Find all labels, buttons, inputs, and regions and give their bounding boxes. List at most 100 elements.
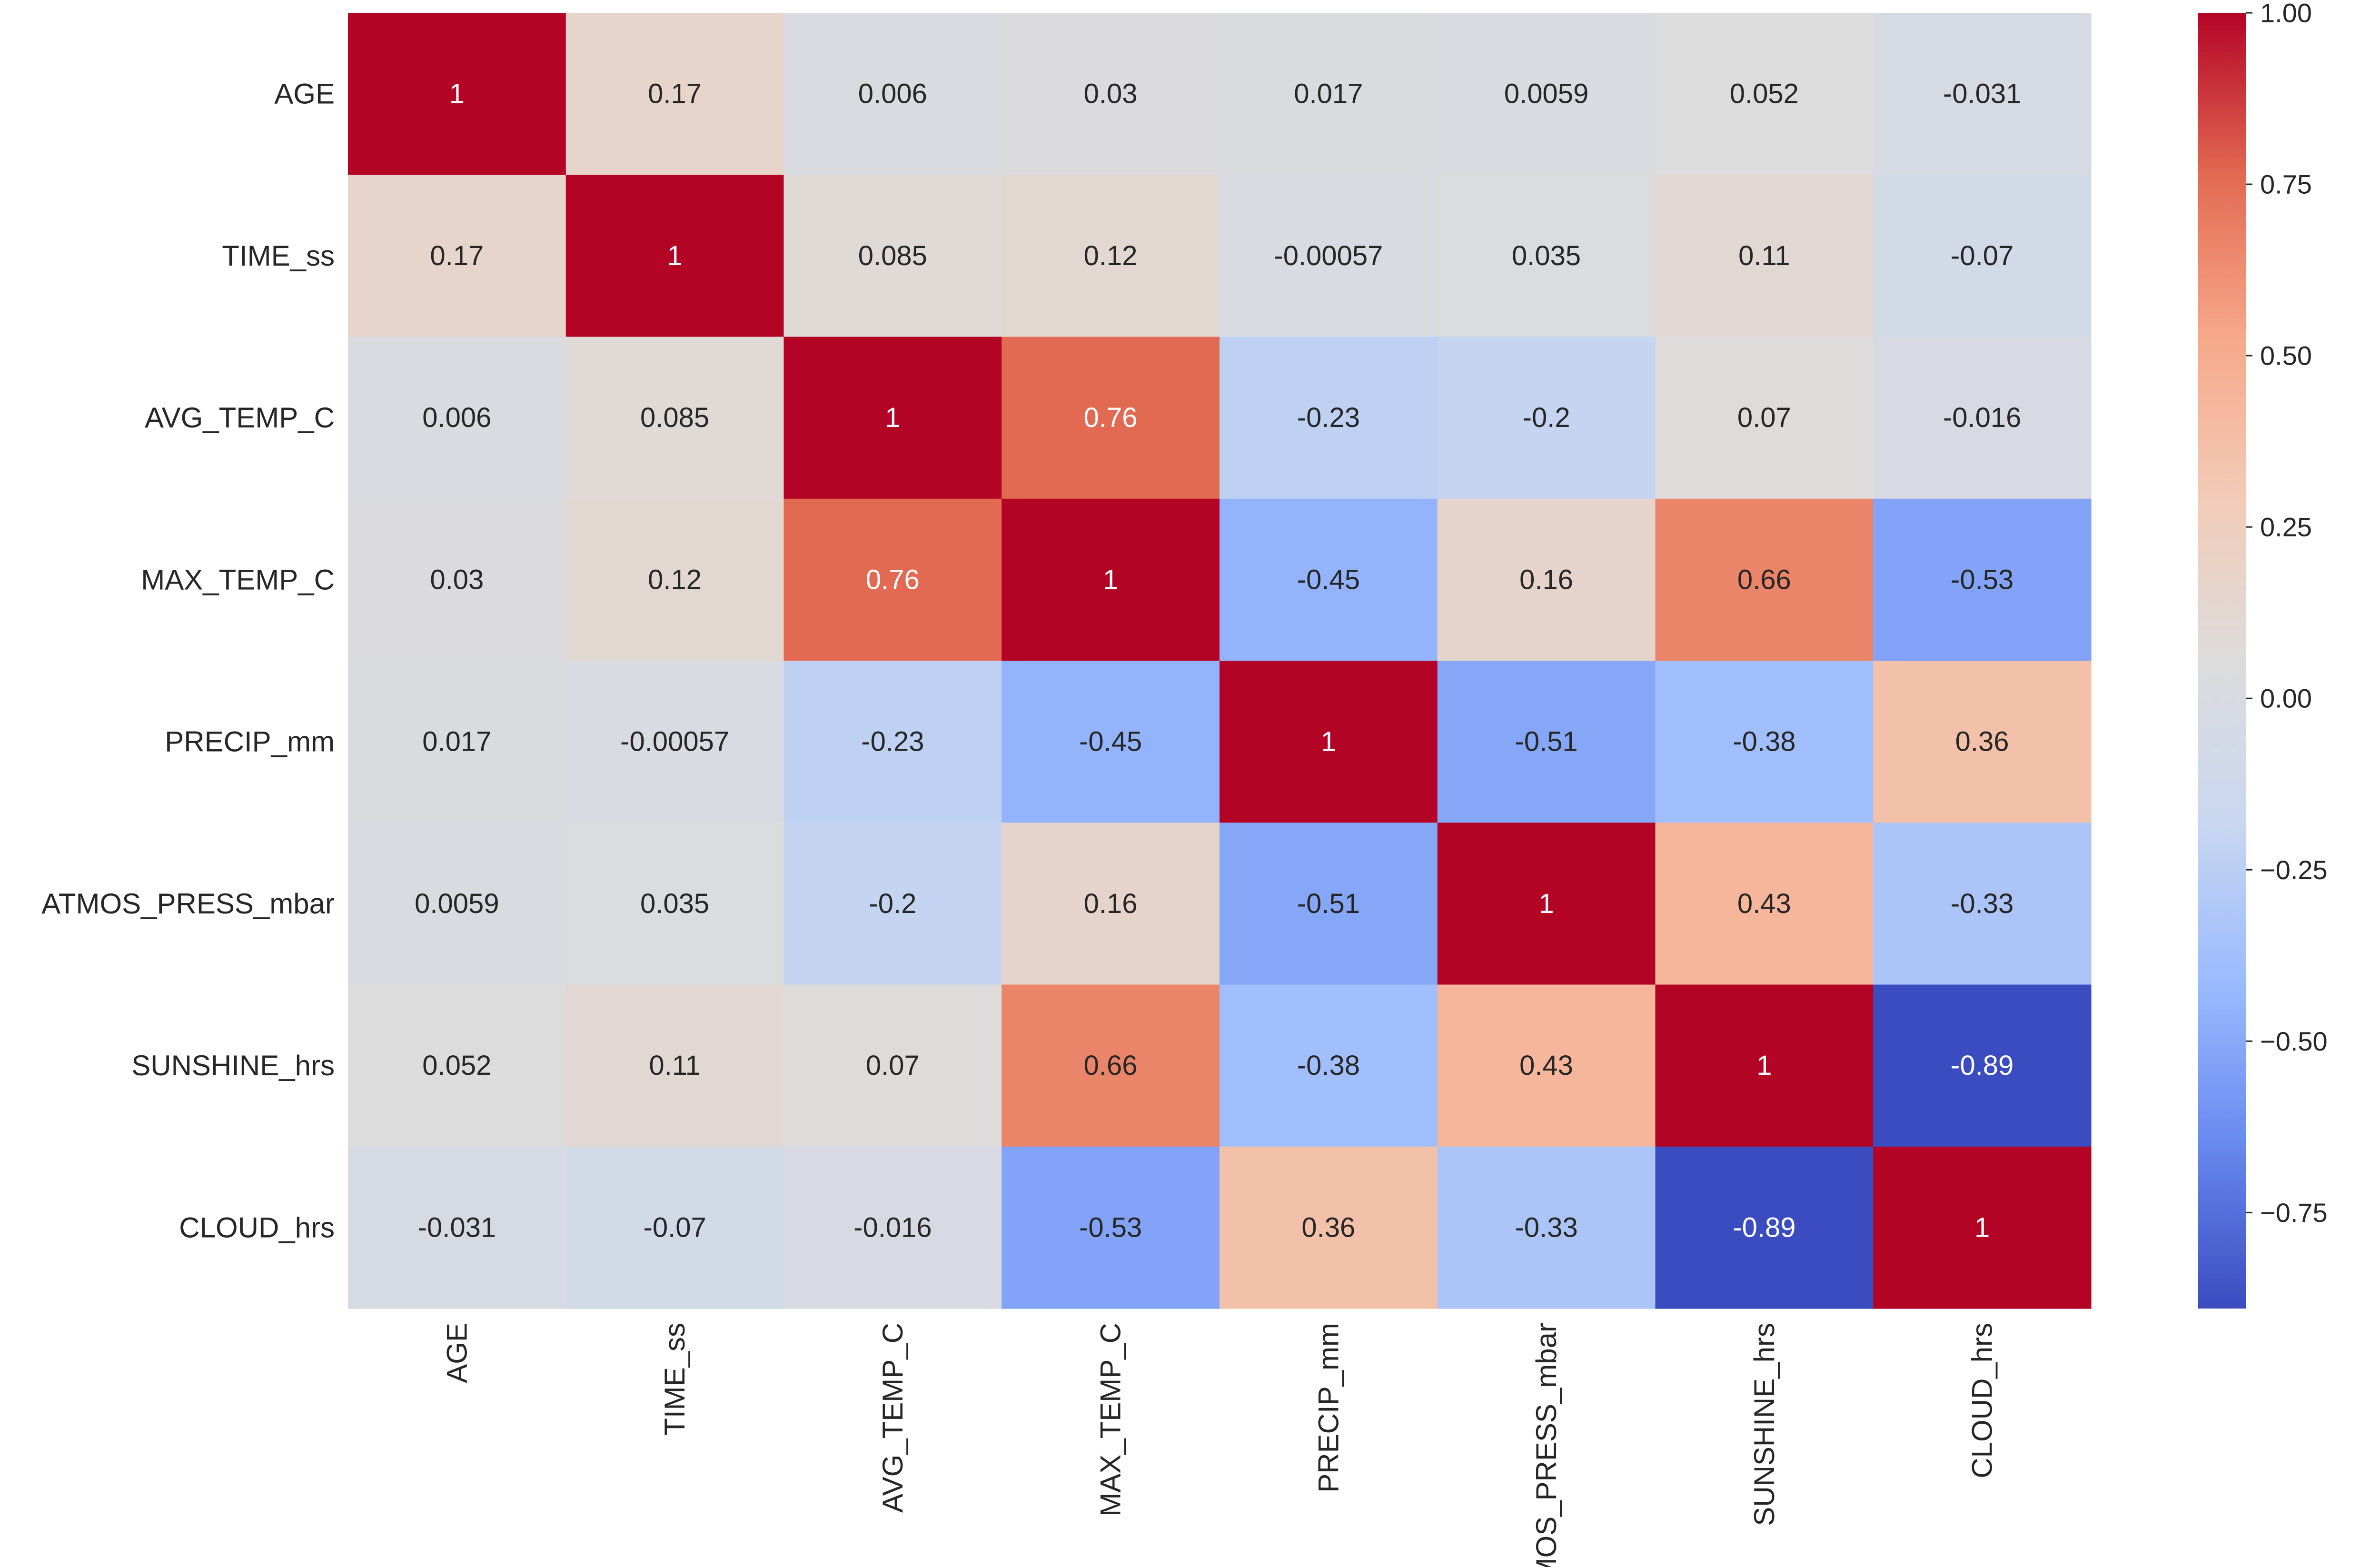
cell-annotation: -0.38 <box>1733 726 1795 757</box>
heatmap-cell <box>783 13 1002 175</box>
cell-annotation: 1 <box>885 402 900 433</box>
cell-annotation: -0.51 <box>1515 726 1578 757</box>
cell-annotation: 1 <box>667 240 682 271</box>
heatmap-cell <box>348 1146 566 1309</box>
cell-annotation: 0.12 <box>648 564 702 595</box>
heatmap-cell <box>1873 13 2092 175</box>
colorbar-tick-label: 0.50 <box>2260 341 2312 371</box>
cell-annotation: -0.53 <box>1079 1212 1142 1243</box>
x-tick-label: AVG_TEMP_C <box>877 1323 909 1513</box>
cell-annotation: 0.17 <box>648 79 702 109</box>
cell-annotation: -0.89 <box>1733 1212 1795 1243</box>
cell-annotation: 0.76 <box>866 564 920 595</box>
y-tick-label: PRECIP_mm <box>165 726 335 758</box>
cell-annotation: 0.36 <box>1301 1212 1355 1243</box>
heatmap-cell <box>783 984 1002 1147</box>
x-tick-label: ATMOS_PRESS_mbar <box>1530 1323 1562 1567</box>
cell-annotation: -0.00057 <box>1274 240 1383 271</box>
cell-annotation: 0.0059 <box>415 888 499 919</box>
cell-annotation: 0.07 <box>1737 402 1791 433</box>
heatmap-cell <box>1220 984 1438 1147</box>
cell-annotation: -0.89 <box>1951 1050 2013 1081</box>
x-tick-label: TIME_ss <box>659 1323 691 1436</box>
cell-annotation: -0.016 <box>853 1212 932 1243</box>
heatmap-cell <box>348 984 566 1147</box>
cell-annotation: 0.085 <box>858 240 927 271</box>
heatmap-cell <box>1002 661 1220 823</box>
cell-annotation: 1 <box>449 79 465 109</box>
cell-annotation: -0.2 <box>869 888 916 919</box>
cell-annotation: -0.23 <box>861 726 924 757</box>
heatmap-cell <box>1873 175 2092 337</box>
x-tick-label: MAX_TEMP_C <box>1095 1323 1127 1517</box>
heatmap-cell <box>1655 661 1874 823</box>
cell-annotation: 0.12 <box>1084 240 1138 271</box>
heatmap-cell <box>1873 661 2092 823</box>
cell-annotation: 0.006 <box>858 79 927 109</box>
heatmap-cell <box>1437 1146 1656 1309</box>
cell-annotation: 0.66 <box>1737 564 1791 595</box>
cell-annotation: -0.51 <box>1297 888 1360 919</box>
cell-annotation: 0.36 <box>1955 726 2009 757</box>
heatmap-cell <box>1220 337 1438 499</box>
heatmap-cell <box>565 337 784 499</box>
cell-annotation: 1 <box>1974 1212 1990 1243</box>
heatmap-cell <box>1220 823 1438 985</box>
cell-annotation: -0.016 <box>1943 402 2021 433</box>
x-tick-label: SUNSHINE_hrs <box>1748 1323 1780 1526</box>
heatmap-cell <box>783 1146 1002 1309</box>
cell-annotation: 0.035 <box>1512 240 1581 271</box>
cell-annotation: -0.33 <box>1951 888 2013 919</box>
heatmap-cell <box>783 661 1002 823</box>
heatmap-cell <box>1437 13 1656 175</box>
heatmap-cell <box>1220 175 1438 337</box>
colorbar: 1.00 0.75 0.50 0.25 0.00 −0.25 −0.50 −0.75 <box>2198 0 2328 1309</box>
heatmap-cell <box>1655 13 1874 175</box>
heatmap-cell <box>348 661 566 823</box>
heatmap-cell <box>1437 823 1656 985</box>
heatmap-cell <box>1873 498 2092 661</box>
cell-annotation: -0.33 <box>1515 1212 1578 1243</box>
heatmap-cell <box>565 13 784 175</box>
cell-annotation: 0.76 <box>1084 402 1138 433</box>
cell-annotation: 0.052 <box>1730 79 1799 109</box>
colorbar-gradient-bar <box>2198 13 2246 1309</box>
heatmap-cell <box>783 823 1002 985</box>
cell-annotation: -0.45 <box>1297 564 1360 595</box>
heatmap-cell <box>565 823 784 985</box>
heatmap-cell <box>348 337 566 499</box>
cell-annotations: 1 0.17 0.006 0.03 0.017 0.0059 0.052 -0.031 0.17… <box>415 79 2021 1243</box>
x-tick-label: PRECIP_mm <box>1312 1323 1344 1493</box>
heatmap-cell <box>565 984 784 1147</box>
y-axis-tick-labels: AGE TIME_ss AVG_TEMP_C MAX_TEMP_C PRECIP_mm A… <box>41 78 335 1244</box>
cell-annotation: 0.16 <box>1084 888 1138 919</box>
heatmap-cells <box>348 13 2092 1309</box>
heatmap-cell <box>1002 498 1220 661</box>
cell-annotation: 0.43 <box>1519 1050 1573 1081</box>
colorbar-tick-label: 0.25 <box>2260 512 2312 542</box>
cell-annotation: -0.031 <box>418 1212 496 1243</box>
heatmap-cell <box>783 175 1002 337</box>
cell-annotation: 0.006 <box>422 402 491 433</box>
cell-annotation: 0.0059 <box>1504 79 1588 109</box>
cell-annotation: 0.052 <box>422 1050 491 1081</box>
heatmap-cell <box>1655 984 1874 1147</box>
cell-annotation: 0.035 <box>640 888 709 919</box>
cell-annotation: 0.03 <box>430 564 484 595</box>
cell-annotation: 0.66 <box>1084 1050 1138 1081</box>
heatmap-cell <box>348 823 566 985</box>
heatmap-cell <box>348 13 566 175</box>
cell-annotation: -0.45 <box>1079 726 1142 757</box>
heatmap-cell <box>1655 1146 1874 1309</box>
cell-annotation: -0.031 <box>1943 79 2021 109</box>
heatmap-cell <box>565 175 784 337</box>
heatmap-cell <box>1002 823 1220 985</box>
colorbar-tick-label: 0.00 <box>2260 684 2312 714</box>
heatmap-cell <box>1220 13 1438 175</box>
heatmap-cell <box>1220 498 1438 661</box>
colorbar-tick-label: 0.75 <box>2260 169 2312 199</box>
colorbar-tick-label: 1.00 <box>2260 0 2312 28</box>
cell-annotation: 0.017 <box>422 726 491 757</box>
y-tick-label: SUNSHINE_hrs <box>131 1050 335 1081</box>
cell-annotation: -0.53 <box>1951 564 2013 595</box>
